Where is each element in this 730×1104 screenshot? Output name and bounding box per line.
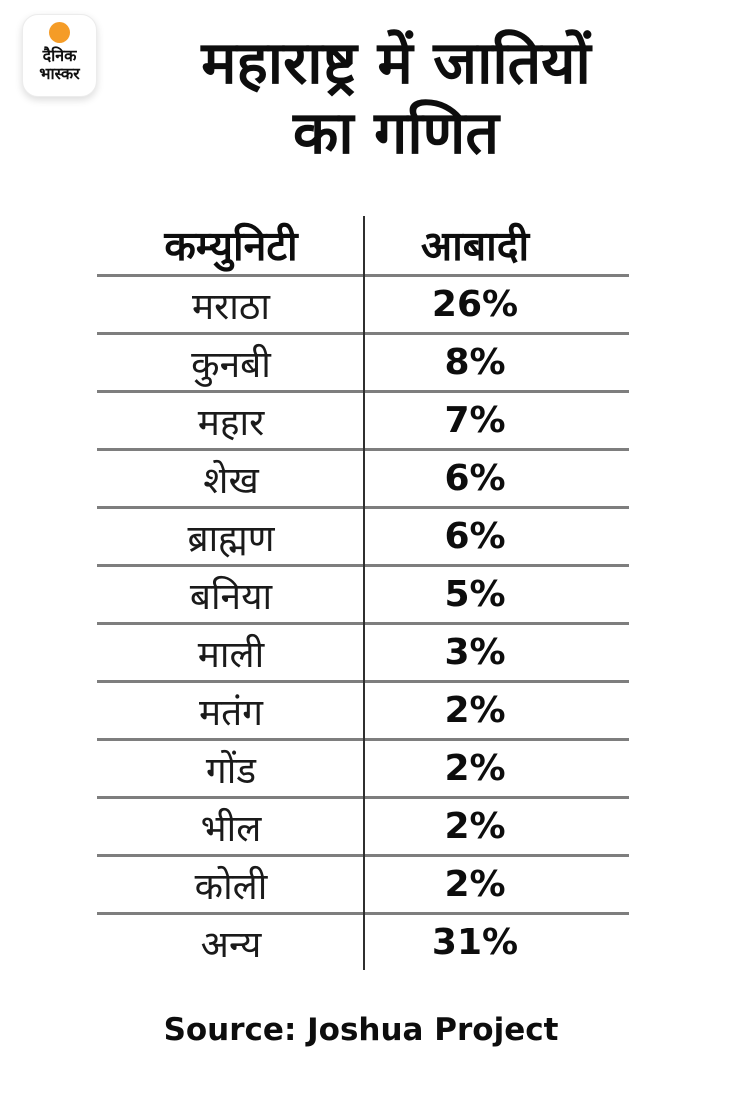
population-cell: 2% [444, 806, 506, 847]
header-population: आबादी [420, 222, 530, 270]
page-title-line2: का गणित [293, 97, 499, 167]
source-credit: Source: Joshua Project [163, 1012, 559, 1048]
community-cell: अन्य [200, 923, 262, 966]
logo-word-dainik: दैनिक [42, 46, 77, 65]
population-cell: 5% [444, 574, 506, 615]
community-cell: ब्राह्मण [187, 517, 275, 560]
community-cell: बनिया [189, 575, 273, 618]
population-cell: 26% [431, 284, 519, 325]
table-row: माली 3% [97, 622, 629, 680]
community-cell: कोली [194, 865, 268, 908]
population-cell: 6% [444, 458, 506, 499]
logo-word-bhaskar: भास्कर [39, 63, 80, 83]
population-cell: 2% [444, 748, 506, 789]
community-cell: माली [197, 633, 265, 676]
population-cell: 31% [431, 922, 519, 963]
page-title-line1: महाराष्ट्र में जातियों [201, 28, 591, 97]
community-cell: मराठा [192, 285, 270, 328]
community-cell: शेख [203, 459, 259, 502]
community-cell: गोंड [205, 749, 257, 792]
population-cell: 8% [444, 342, 506, 383]
community-cell: मतंग [198, 691, 264, 734]
community-cell: भील [200, 807, 262, 850]
community-cell: कुनबी [191, 343, 271, 386]
population-table: कम्युनिटी आबादी मराठा 26% कुनबी 8% महार … [97, 216, 629, 970]
population-cell: 2% [444, 864, 506, 905]
table-header-row: कम्युनिटी आबादी [97, 216, 629, 274]
population-cell: 6% [444, 516, 506, 557]
sun-icon [49, 22, 70, 43]
dainik-bhaskar-logo: दैनिक भास्कर [22, 14, 97, 97]
population-cell: 3% [444, 632, 506, 673]
column-divider-line [363, 216, 365, 970]
header-community: कम्युनिटी [164, 222, 298, 270]
page-title: महाराष्ट्र में जातियों का गणित [62, 28, 730, 167]
population-cell: 2% [444, 690, 506, 731]
population-cell: 7% [444, 400, 506, 441]
community-cell: महार [197, 401, 265, 444]
